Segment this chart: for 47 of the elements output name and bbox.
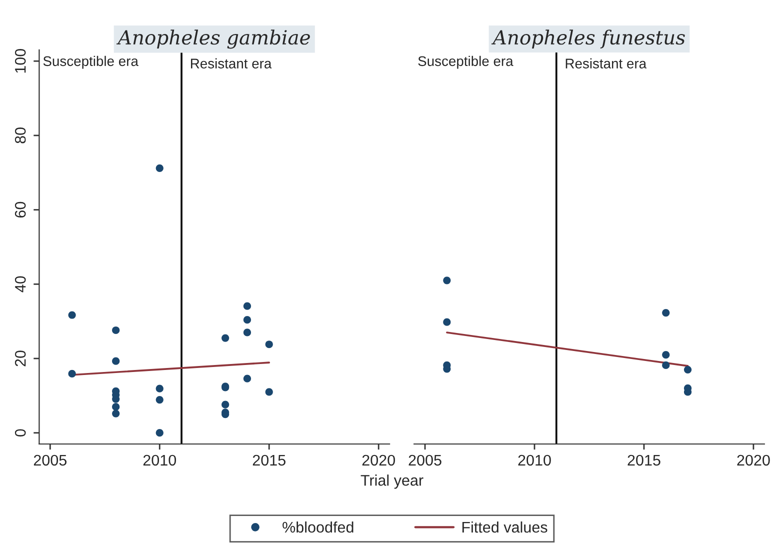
point [112, 410, 120, 418]
x-tick-label: 2015 [628, 454, 660, 466]
y-tick-label: 20 [14, 350, 26, 366]
point [156, 396, 164, 404]
x-tick-label: 2015 [252, 454, 286, 466]
point [243, 328, 252, 336]
ref-line-label: Resistant era [566, 58, 647, 68]
point [68, 370, 76, 378]
x-tick-label: 2020 [737, 454, 770, 466]
annotation: Susceptible era [43, 56, 138, 69]
point [243, 302, 252, 310]
chart-title: Anopheles gambiae [116, 30, 310, 49]
y-tick-label: 0 [14, 429, 26, 436]
point [265, 340, 273, 348]
point [662, 350, 670, 359]
point [156, 429, 164, 437]
y-tick-label: 60 [14, 202, 26, 218]
point [68, 311, 76, 319]
point [443, 276, 451, 284]
x-tick-label: 2005 [408, 454, 442, 466]
legend-label: Fitted values [462, 521, 548, 533]
point [222, 334, 230, 342]
point [112, 326, 120, 334]
legend-label: %bloodfed [282, 521, 354, 533]
point [112, 403, 120, 411]
x-axis-title: Trial year [360, 474, 424, 489]
point [662, 361, 670, 369]
point [265, 388, 273, 396]
y-tick-label: 40 [14, 276, 26, 292]
point [112, 357, 120, 365]
point [156, 384, 164, 392]
y-tick-label: 100 [14, 48, 26, 73]
point [222, 400, 230, 408]
x-tick-label: 2010 [143, 454, 176, 466]
point [443, 318, 451, 326]
point [243, 374, 252, 382]
chart-title: Anopheles funestus [491, 30, 685, 48]
point [156, 164, 164, 172]
point [243, 316, 252, 324]
point [662, 308, 670, 317]
x-tick-label: 2020 [362, 454, 395, 466]
point [684, 366, 692, 374]
y-tick-label: 80 [14, 128, 26, 144]
annotation: Susceptible era [418, 56, 514, 69]
x-tick-label: 2005 [34, 454, 67, 466]
ref-line-label: Resistant era [191, 58, 272, 68]
x-tick-label: 2010 [518, 454, 551, 466]
